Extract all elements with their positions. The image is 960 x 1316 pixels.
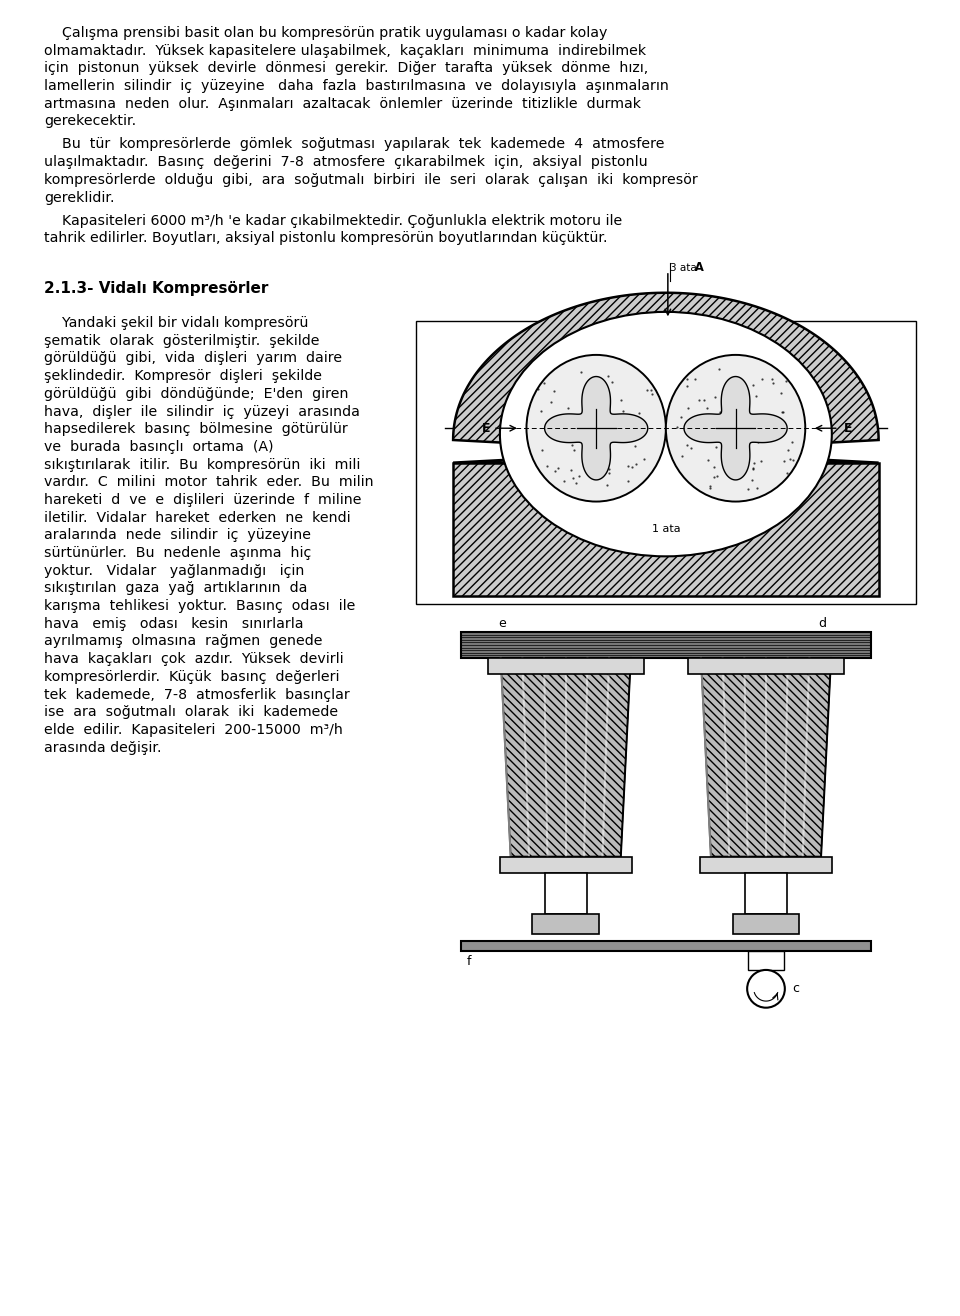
Text: ise  ara  soğutmalı  olarak  iki  kademede: ise ara soğutmalı olarak iki kademede (44, 705, 338, 720)
Bar (732, 915, 800, 934)
Bar (688, 658, 844, 674)
Text: görüldüğü  gibi,  vida  dişleri  yarım  daire: görüldüğü gibi, vida dişleri yarım daire (44, 351, 342, 366)
Text: hapsedilerek  basınç  bölmesine  götürülür: hapsedilerek basınç bölmesine götürülür (44, 422, 348, 436)
Ellipse shape (500, 312, 831, 557)
Text: sıkıştırılarak  itilir.  Bu  kompresörün  iki  mili: sıkıştırılarak itilir. Bu kompresörün ik… (44, 458, 360, 471)
Bar (453, 463, 878, 596)
Text: kompresörlerde  olduğu  gibi,  ara  soğutmalı  birbiri  ile  seri  olarak  çalış: kompresörlerde olduğu gibi, ara soğutmal… (44, 172, 698, 187)
Text: kompresörlerdir.  Küçük  basınç  değerleri: kompresörlerdir. Küçük basınç değerleri (44, 670, 339, 684)
Text: 2.1.3- Vidalı Kompresörler: 2.1.3- Vidalı Kompresörler (44, 280, 268, 296)
Text: lamellerin  silindir  iç  yüzeyine   daha  fazla  bastırılmasına  ve  dolayısıyl: lamellerin silindir iç yüzeyine daha faz… (44, 79, 669, 93)
Text: 3 ata: 3 ata (670, 263, 697, 272)
Bar (745, 873, 787, 915)
Text: A: A (670, 262, 704, 275)
Text: hava   emiş   odası   kesin   sınırlarla: hava emiş odası kesin sınırlarla (44, 617, 303, 630)
Text: şematik  olarak  gösterilmiştir.  şekilde: şematik olarak gösterilmiştir. şekilde (44, 334, 320, 347)
Text: d: d (818, 617, 826, 630)
Polygon shape (684, 376, 787, 480)
Text: şeklindedir.  Kompresör  dişleri  şekilde: şeklindedir. Kompresör dişleri şekilde (44, 370, 322, 383)
Text: iletilir.  Vidalar  hareket  ederken  ne  kendi: iletilir. Vidalar hareket ederken ne ken… (44, 511, 350, 525)
Text: ve  burada  basınçlı  ortama  (A): ve burada basınçlı ortama (A) (44, 440, 274, 454)
Text: artmasına  neden  olur.  Aşınmaları  azaltacak  önlemler  üzerinde  titizlikle  : artmasına neden olur. Aşınmaları azaltac… (44, 97, 641, 111)
Circle shape (747, 970, 785, 1008)
Text: elde  edilir.  Kapasiteleri  200-15000  m³/h: elde edilir. Kapasiteleri 200-15000 m³/h (44, 722, 343, 737)
Text: aralarında  nede  silindir  iç  yüzeyine: aralarında nede silindir iç yüzeyine (44, 528, 311, 542)
Text: Çalışma prensibi basit olan bu kompresörün pratik uygulaması o kadar kolay: Çalışma prensibi basit olan bu kompresör… (44, 26, 607, 39)
Bar (748, 951, 783, 970)
Bar (545, 873, 587, 915)
Polygon shape (544, 376, 648, 480)
Bar (499, 857, 632, 873)
Text: Bu  tür  kompresörlerde  gömlek  soğutması  yapılarak  tek  kademede  4  atmosfe: Bu tür kompresörlerde gömlek soğutması y… (44, 137, 664, 151)
Text: görüldüğü  gibi  döndüğünde;  E'den  giren: görüldüğü gibi döndüğünde; E'den giren (44, 387, 348, 401)
Text: E: E (844, 421, 852, 434)
Text: arasında değişir.: arasında değişir. (44, 741, 161, 754)
Text: 1 ata: 1 ata (652, 525, 681, 534)
Text: Kapasiteleri 6000 m³/h 'e kadar çıkabilmektedir. Çoğunlukla elektrik motoru ile: Kapasiteleri 6000 m³/h 'e kadar çıkabilm… (44, 213, 622, 228)
Bar (532, 915, 599, 934)
Text: yoktur.   Vidalar   yağlanmadığı   için: yoktur. Vidalar yağlanmadığı için (44, 563, 304, 578)
Text: E: E (482, 421, 490, 434)
Ellipse shape (666, 355, 805, 501)
Text: gerekecektir.: gerekecektir. (44, 114, 136, 129)
Text: c: c (792, 982, 799, 995)
Bar (488, 658, 644, 674)
Text: sürtünürler.  Bu  nedenle  aşınma  hiç: sürtünürler. Bu nedenle aşınma hiç (44, 546, 311, 561)
Bar (461, 632, 871, 658)
Text: hava  kaçakları  çok  azdır.  Yüksek  devirli: hava kaçakları çok azdır. Yüksek devirli (44, 653, 344, 666)
Text: hareketi  d  ve  e  dişlileri  üzerinde  f  miline: hareketi d ve e dişlileri üzerinde f mil… (44, 494, 361, 507)
Text: ulaşılmaktadır.  Basınç  değerini  7-8  atmosfere  çıkarabilmek  için,  aksiyal : ulaşılmaktadır. Basınç değerini 7-8 atmo… (44, 155, 647, 170)
Text: vardır.  C  milini  motor  tahrik  eder.  Bu  milin: vardır. C milini motor tahrik eder. Bu m… (44, 475, 373, 490)
Text: karışma  tehlikesi  yoktur.  Basınç  odası  ile: karışma tehlikesi yoktur. Basınç odası i… (44, 599, 355, 613)
Bar (700, 857, 832, 873)
Ellipse shape (526, 355, 666, 501)
Text: tek  kademede,  7-8  atmosferlik  basınçlar: tek kademede, 7-8 atmosferlik basınçlar (44, 687, 349, 701)
Text: tahrik edilirler. Boyutları, aksiyal pistonlu kompresörün boyutlarından küçüktür: tahrik edilirler. Boyutları, aksiyal pis… (44, 232, 608, 245)
Polygon shape (701, 658, 831, 857)
Text: Yandaki şekil bir vidalı kompresörü: Yandaki şekil bir vidalı kompresörü (44, 316, 308, 330)
Text: için  pistonun  yüksek  devirle  dönmesi  gerekir.  Diğer  tarafta  yüksek  dönm: için pistonun yüksek devirle dönmesi ger… (44, 62, 648, 75)
Text: e: e (498, 617, 506, 630)
Text: ayrılmamış  olmasına  rağmen  genede: ayrılmamış olmasına rağmen genede (44, 634, 323, 649)
Text: f: f (467, 955, 470, 969)
Bar (461, 941, 871, 951)
Text: sıkıştırılan  gaza  yağ  artıklarının  da: sıkıştırılan gaza yağ artıklarının da (44, 582, 307, 595)
Text: hava,  dişler  ile  silindir  iç  yüzeyi  arasında: hava, dişler ile silindir iç yüzeyi aras… (44, 404, 360, 418)
Bar (416, 321, 916, 604)
Text: gereklidir.: gereklidir. (44, 191, 114, 204)
Polygon shape (453, 292, 878, 463)
Text: olmamaktadır.  Yüksek kapasitelere ulaşabilmek,  kaçakları  minimuma  indirebilm: olmamaktadır. Yüksek kapasitelere ulaşab… (44, 43, 646, 58)
Polygon shape (501, 658, 631, 857)
